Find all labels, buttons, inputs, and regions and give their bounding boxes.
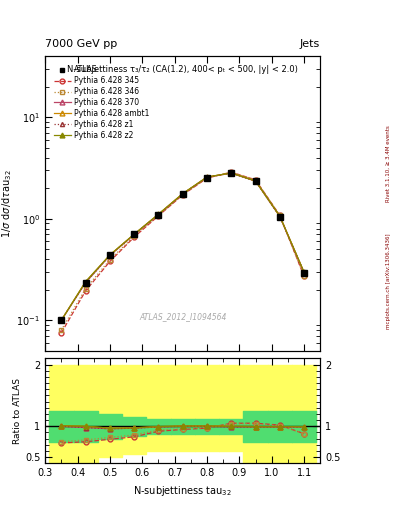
ATLAS [108,252,112,259]
Text: ATLAS_2012_I1094564: ATLAS_2012_I1094564 [139,312,226,322]
Pythia 6.428 346 [156,212,161,219]
Pythia 6.428 346 [205,175,209,181]
Line: ATLAS: ATLAS [59,170,307,323]
Pythia 6.428 345 [83,288,88,294]
Y-axis label: 1/$\sigma$ d$\sigma$/d$\tau$au$_{32}$: 1/$\sigma$ d$\sigma$/d$\tau$au$_{32}$ [0,169,14,238]
Pythia 6.428 346 [59,327,64,333]
Pythia 6.428 345 [132,234,136,240]
ATLAS [180,191,185,197]
Pythia 6.428 ambt1 [253,178,258,184]
Line: Pythia 6.428 z1: Pythia 6.428 z1 [59,171,306,322]
Pythia 6.428 ambt1 [108,252,112,258]
ATLAS [229,170,234,177]
Pythia 6.428 z2 [108,252,112,258]
Pythia 6.428 345 [108,259,112,265]
Pythia 6.428 ambt1 [83,279,88,285]
Pythia 6.428 346 [132,233,136,239]
Pythia 6.428 z1 [180,191,185,197]
Text: Rivet 3.1.10, ≥ 3.4M events: Rivet 3.1.10, ≥ 3.4M events [386,125,391,202]
Text: 7000 GeV pp: 7000 GeV pp [45,39,118,49]
Pythia 6.428 346 [277,212,282,219]
Pythia 6.428 370 [132,231,136,238]
Pythia 6.428 345 [180,192,185,198]
Pythia 6.428 ambt1 [59,317,64,323]
Pythia 6.428 370 [59,317,64,323]
Pythia 6.428 z1 [59,317,64,323]
Pythia 6.428 370 [253,178,258,184]
Pythia 6.428 370 [83,280,88,286]
ATLAS [156,211,161,218]
Pythia 6.428 z2 [180,190,185,197]
Pythia 6.428 z1 [205,174,209,180]
Pythia 6.428 ambt1 [205,174,209,180]
ATLAS [277,214,282,220]
Pythia 6.428 370 [302,269,307,275]
Pythia 6.428 370 [229,170,234,176]
Line: Pythia 6.428 370: Pythia 6.428 370 [59,170,307,323]
ATLAS [132,231,136,238]
Legend: ATLAS, Pythia 6.428 345, Pythia 6.428 346, Pythia 6.428 370, Pythia 6.428 ambt1,: ATLAS, Pythia 6.428 345, Pythia 6.428 34… [52,63,152,142]
ATLAS [83,280,88,286]
Pythia 6.428 z2 [253,178,258,184]
Pythia 6.428 345 [205,175,209,181]
Line: Pythia 6.428 z2: Pythia 6.428 z2 [59,170,307,323]
Pythia 6.428 z1 [302,269,307,275]
Pythia 6.428 ambt1 [277,213,282,219]
Text: mcplots.cern.ch [arXiv:1306.3436]: mcplots.cern.ch [arXiv:1306.3436] [386,234,391,329]
Pythia 6.428 370 [277,214,282,220]
Pythia 6.428 ambt1 [156,211,161,217]
Pythia 6.428 370 [180,191,185,197]
Pythia 6.428 346 [302,273,307,280]
Pythia 6.428 z1 [229,170,234,176]
Pythia 6.428 z1 [108,252,112,259]
Pythia 6.428 z2 [156,211,161,217]
Pythia 6.428 345 [59,330,64,336]
Pythia 6.428 ambt1 [132,231,136,237]
Pythia 6.428 346 [229,169,234,175]
Pythia 6.428 346 [253,177,258,183]
Pythia 6.428 z2 [229,170,234,176]
Pythia 6.428 z1 [277,214,282,220]
Pythia 6.428 370 [156,211,161,218]
Pythia 6.428 346 [180,191,185,198]
Pythia 6.428 z2 [205,174,209,180]
Line: Pythia 6.428 346: Pythia 6.428 346 [59,170,307,332]
Pythia 6.428 z2 [132,231,136,237]
X-axis label: N-subjettiness tau$_{32}$: N-subjettiness tau$_{32}$ [133,484,232,498]
Pythia 6.428 z1 [132,231,136,238]
Text: Jets: Jets [300,39,320,49]
Pythia 6.428 345 [229,169,234,175]
Pythia 6.428 ambt1 [180,190,185,197]
ATLAS [302,269,307,275]
Pythia 6.428 346 [108,257,112,263]
Pythia 6.428 z2 [302,269,307,275]
Pythia 6.428 ambt1 [302,269,307,275]
ATLAS [59,317,64,323]
Pythia 6.428 z1 [156,211,161,218]
Pythia 6.428 370 [108,252,112,259]
Pythia 6.428 ambt1 [229,170,234,176]
Pythia 6.428 345 [156,212,161,219]
Line: Pythia 6.428 ambt1: Pythia 6.428 ambt1 [59,170,307,323]
Pythia 6.428 345 [253,177,258,183]
Pythia 6.428 z2 [83,279,88,285]
Pythia 6.428 345 [302,273,307,280]
Pythia 6.428 346 [83,286,88,292]
Pythia 6.428 z1 [253,178,258,184]
ATLAS [205,175,209,181]
Pythia 6.428 z1 [83,280,88,286]
Text: N-subjettiness τ₃/τ₂ (CA(1.2), 400< pₜ < 500, |y| < 2.0): N-subjettiness τ₃/τ₂ (CA(1.2), 400< pₜ <… [67,65,298,74]
Line: Pythia 6.428 345: Pythia 6.428 345 [59,170,307,335]
Pythia 6.428 z2 [277,213,282,219]
Pythia 6.428 z2 [59,317,64,323]
ATLAS [253,178,258,184]
Y-axis label: Ratio to ATLAS: Ratio to ATLAS [13,378,22,444]
Pythia 6.428 345 [277,212,282,219]
Pythia 6.428 370 [205,174,209,180]
